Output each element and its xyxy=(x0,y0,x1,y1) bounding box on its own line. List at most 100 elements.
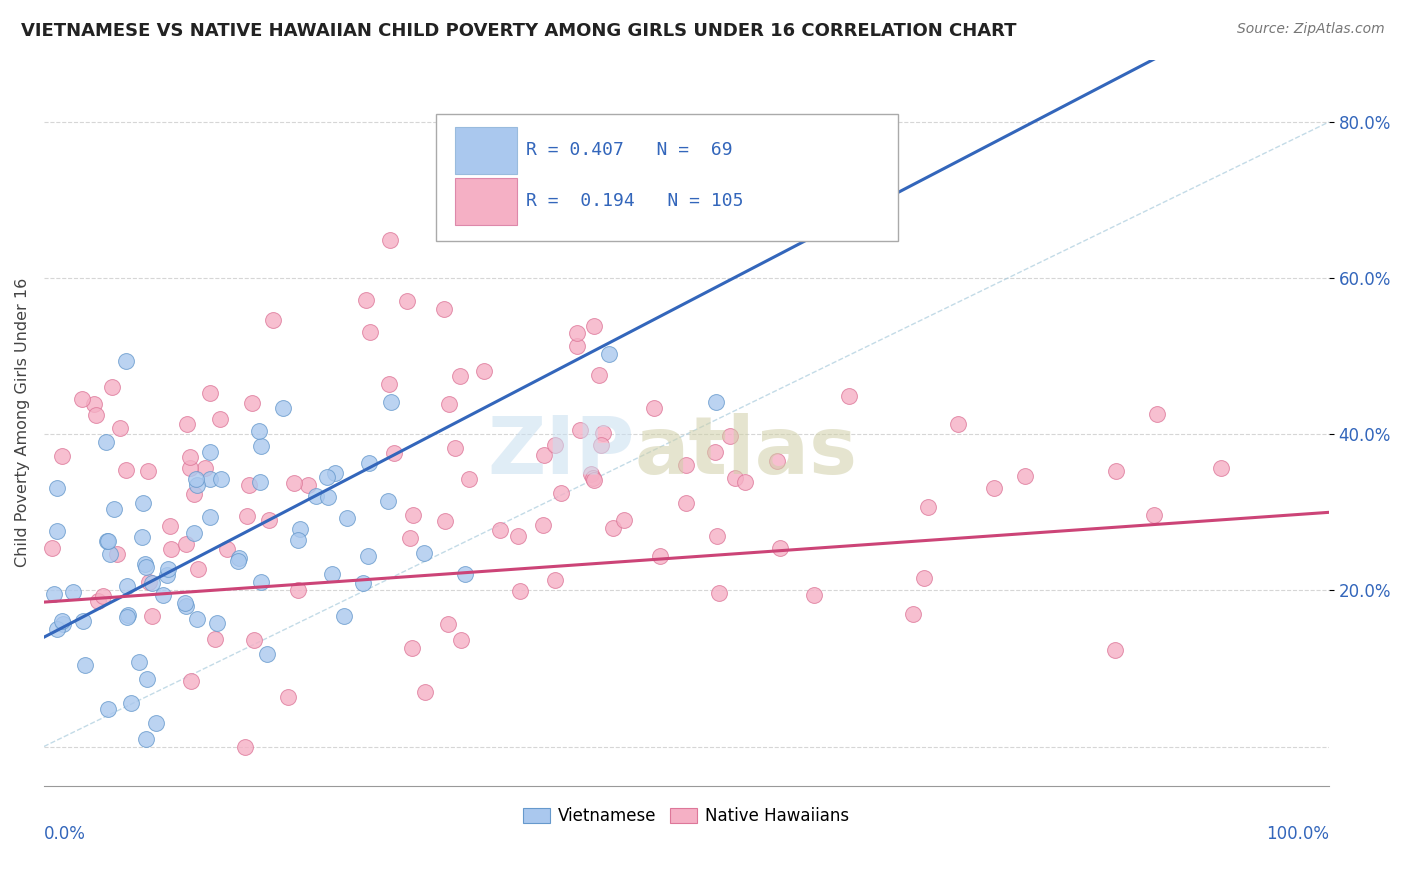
Point xyxy=(437,397,460,411)
Point xyxy=(51,614,73,628)
Point xyxy=(706,528,728,542)
Point xyxy=(509,583,531,598)
Point xyxy=(211,473,233,487)
Point xyxy=(138,575,160,590)
Point xyxy=(838,389,860,403)
Point xyxy=(583,473,606,487)
Point xyxy=(233,739,256,754)
Point xyxy=(675,458,697,472)
Point xyxy=(316,490,339,504)
Point xyxy=(1211,460,1233,475)
Point xyxy=(52,616,75,631)
Point xyxy=(315,469,337,483)
Point xyxy=(323,466,346,480)
Point xyxy=(134,557,156,571)
Point xyxy=(226,554,249,568)
Point xyxy=(579,467,602,481)
Point xyxy=(174,537,197,551)
Point xyxy=(115,579,138,593)
Point xyxy=(62,585,84,599)
Point xyxy=(1104,642,1126,657)
Point xyxy=(141,609,163,624)
Point xyxy=(643,401,665,416)
Point xyxy=(544,438,567,452)
Text: 0.0%: 0.0% xyxy=(44,825,86,844)
Point xyxy=(1146,407,1168,421)
Point xyxy=(198,472,221,486)
Point xyxy=(352,575,374,590)
Point xyxy=(131,496,153,510)
Point xyxy=(357,456,380,470)
FancyBboxPatch shape xyxy=(456,127,517,174)
Point xyxy=(249,475,271,490)
Point xyxy=(110,421,132,435)
Point xyxy=(115,354,138,368)
Point xyxy=(51,449,73,463)
Point xyxy=(769,541,792,555)
Point xyxy=(413,685,436,699)
Point xyxy=(454,567,477,582)
Point xyxy=(96,435,118,450)
Point xyxy=(243,632,266,647)
Point xyxy=(238,477,260,491)
Point xyxy=(531,517,554,532)
Point xyxy=(194,460,217,475)
Point xyxy=(97,534,120,549)
Point xyxy=(598,347,620,361)
Point xyxy=(117,610,139,624)
Point xyxy=(176,417,198,431)
Text: Source: ZipAtlas.com: Source: ZipAtlas.com xyxy=(1237,22,1385,37)
FancyBboxPatch shape xyxy=(456,178,517,225)
Point xyxy=(186,478,208,492)
Point xyxy=(396,294,419,309)
Point xyxy=(135,731,157,746)
Point xyxy=(117,607,139,622)
Point xyxy=(156,562,179,576)
Point xyxy=(174,599,197,614)
Point xyxy=(297,477,319,491)
Point xyxy=(458,472,481,486)
Point xyxy=(567,326,589,341)
Point xyxy=(75,658,97,673)
Text: R = 0.407   N =  69: R = 0.407 N = 69 xyxy=(526,141,733,160)
Point xyxy=(183,487,205,501)
Point xyxy=(354,293,377,307)
Point xyxy=(600,211,623,226)
Point xyxy=(70,392,93,407)
Point xyxy=(159,542,181,557)
Point xyxy=(42,587,65,601)
Point xyxy=(336,510,359,524)
Point xyxy=(382,446,405,460)
Point xyxy=(96,534,118,549)
Point xyxy=(215,542,238,557)
Point xyxy=(444,442,467,456)
Point xyxy=(208,411,231,425)
Point xyxy=(262,312,284,326)
Point xyxy=(198,444,221,458)
Point xyxy=(1104,465,1126,479)
Point xyxy=(93,589,115,603)
Point xyxy=(550,486,572,500)
Point xyxy=(591,438,613,452)
Point xyxy=(45,622,67,636)
Point xyxy=(103,502,125,516)
Point xyxy=(115,463,138,477)
Text: ZIP: ZIP xyxy=(488,413,636,491)
Point xyxy=(399,532,422,546)
Point xyxy=(45,481,67,495)
Point xyxy=(917,500,939,514)
Point xyxy=(138,465,160,479)
Point xyxy=(204,632,226,646)
Point xyxy=(83,397,105,411)
Point xyxy=(803,588,825,602)
Point xyxy=(277,690,299,704)
Point xyxy=(45,524,67,538)
Point xyxy=(434,514,457,528)
Point xyxy=(569,423,592,437)
Point xyxy=(730,209,752,223)
Point xyxy=(287,533,309,547)
Text: atlas: atlas xyxy=(636,413,858,491)
Point xyxy=(489,524,512,538)
Point xyxy=(41,541,63,555)
Text: 100.0%: 100.0% xyxy=(1265,825,1329,844)
